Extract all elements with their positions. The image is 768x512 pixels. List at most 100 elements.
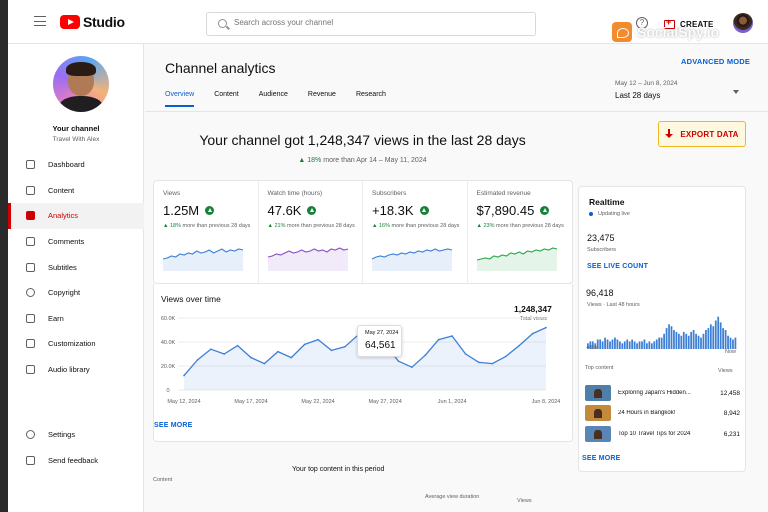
see-live-count-link[interactable]: SEE LIVE COUNT [587, 263, 649, 270]
youtube-logo-icon [60, 15, 80, 29]
sidebar-item-label: Subtitles [48, 262, 77, 272]
sidebar-item-subtitles[interactable]: Subtitles [8, 254, 144, 280]
metric-change-text: more than previous 28 days [391, 223, 460, 229]
export-data-button[interactable]: EXPORT DATA [658, 121, 746, 147]
x-tick-label: May 12, 2024 [167, 399, 200, 405]
tab-content[interactable]: Content [214, 91, 239, 98]
video-thumbnail [585, 405, 611, 421]
create-button[interactable]: CREATE [664, 16, 714, 32]
x-tick-label: Jun 8, 2024 [532, 399, 561, 405]
metric-change-percent: 23% [483, 223, 495, 229]
top-video-row[interactable]: Exploring Japan's Hidden... 12,458 [585, 384, 740, 402]
realtime-bar [680, 335, 683, 349]
realtime-bar [638, 341, 641, 349]
sidebar-item-content[interactable]: Content [8, 178, 144, 204]
sidebar-item-analytics[interactable]: Analytics [8, 203, 144, 229]
metric-card-watch-time[interactable]: Watch time (hours) 47.6K ▲ 21% more than… [259, 181, 363, 283]
realtime-bar [717, 316, 720, 349]
watermark: SocialSpy.io [612, 22, 719, 42]
channel-avatar[interactable] [53, 56, 109, 112]
studio-logo[interactable]: Studio [60, 14, 125, 30]
realtime-bar [614, 337, 616, 349]
tab-research[interactable]: Research [355, 91, 386, 98]
sidebar-item-label: Comments [48, 237, 85, 247]
realtime-bar [707, 328, 710, 349]
x-tick-label: May 27, 2024 [368, 399, 401, 405]
tab-revenue[interactable]: Revenue [307, 91, 336, 98]
sidebar-item-customization[interactable]: Customization [8, 331, 144, 357]
help-icon[interactable]: ? [636, 17, 648, 29]
sidebar-item-label: Customization [48, 339, 96, 349]
data-point [250, 356, 252, 359]
sidebar-item-send-feedback[interactable]: Send feedback [8, 448, 144, 474]
sidebar-item-label: Earn [48, 313, 64, 323]
realtime-bar [626, 339, 629, 349]
realtime-bar [690, 331, 693, 349]
realtime-bar [732, 339, 734, 349]
sidebar-nav: Dashboard Content Analytics Comments Sub… [8, 152, 144, 382]
video-title: 24 Hours in Bangkok! [618, 410, 676, 416]
realtime-bar [663, 333, 665, 349]
views-over-time-card: Views over time 1,248,347 Total views 0 2… [153, 284, 573, 442]
realtime-card: Realtime Updating live 23,475 Subscriber… [578, 186, 746, 472]
data-point [317, 338, 319, 341]
search-input[interactable] [234, 18, 524, 27]
sparkline-area [267, 248, 348, 271]
y-tick-label: 20.0K [161, 364, 176, 370]
sparkline [476, 247, 557, 271]
live-dot-icon [589, 212, 593, 216]
data-point [290, 356, 293, 359]
data-point [451, 335, 453, 337]
sidebar-item-settings[interactable]: Settings [8, 422, 144, 448]
realtime-bar [670, 326, 673, 349]
sidebar-item-dashboard[interactable]: Dashboard [8, 152, 144, 178]
realtime-views: 96,418 [586, 288, 614, 298]
search-box[interactable] [206, 12, 536, 36]
metric-card-subscribers[interactable]: Subscribers +18.3K ▲ 16% more than previ… [363, 181, 468, 283]
tab-audience[interactable]: Audience [258, 91, 288, 98]
audio-library-icon [26, 365, 35, 375]
sidebar-item-comments[interactable]: Comments [8, 229, 144, 255]
realtime-bar [727, 335, 729, 349]
sidebar-item-earn[interactable]: Earn [8, 306, 144, 332]
account-avatar[interactable] [733, 13, 753, 33]
your-channel-label: Your channel [52, 124, 100, 133]
sparkline [267, 247, 348, 271]
data-point [210, 348, 212, 350]
realtime-bar [599, 339, 602, 349]
sidebar-item-audio-library[interactable]: Audio library [8, 357, 144, 383]
sparkline-area [476, 248, 557, 271]
metric-card-views[interactable]: Views 1.25M ▲ 18% more than previous 28 … [154, 181, 259, 283]
advanced-mode-button[interactable]: ADVANCED MODE [681, 57, 751, 66]
sidebar-item-copyright[interactable]: Copyright [8, 280, 144, 306]
realtime-bar [702, 333, 705, 349]
live-text: Updating live [598, 211, 630, 217]
realtime-bar [618, 341, 621, 349]
date-range-selector[interactable]: May 12 – Jun 8, 2024 Last 28 days [615, 80, 745, 100]
realtime-bar [655, 339, 658, 349]
data-point [263, 362, 266, 365]
headline-comparison: ▲ 18% more than Apr 14 – May 11, 2024 [145, 157, 580, 164]
views-see-more-link[interactable]: SEE MORE [154, 422, 193, 429]
metric-value: +18.3K [372, 203, 414, 218]
realtime-bar [697, 335, 700, 349]
realtime-bar [616, 339, 619, 349]
video-title: Exploring Japan's Hidden... [618, 390, 691, 396]
top-video-row[interactable]: 24 Hours in Bangkok! 8,942 [585, 404, 740, 422]
menu-icon[interactable] [34, 16, 46, 26]
views-column-label: Views [718, 368, 733, 374]
data-point [183, 374, 185, 377]
video-views: 8,942 [723, 409, 740, 417]
metric-card-revenue[interactable]: Estimated revenue $7,890.45 ▲ 23% more t… [468, 181, 573, 283]
content-column-header: Content [153, 477, 173, 483]
watermark-text: SocialSpy.io [637, 24, 720, 40]
realtime-see-more-link[interactable]: SEE MORE [582, 455, 621, 462]
video-views: 6,231 [723, 430, 740, 438]
realtime-bar [687, 335, 690, 349]
metric-change-text: more than previous 28 days [287, 223, 355, 229]
top-video-row[interactable]: Top 10 Travel Tips for 2024 6,231 [585, 425, 740, 443]
tab-overview[interactable]: Overview [165, 91, 195, 107]
realtime-bar [650, 343, 653, 349]
metric-label: Estimated revenue [476, 190, 531, 197]
realtime-subscribers-label: Subscribers [587, 247, 617, 253]
